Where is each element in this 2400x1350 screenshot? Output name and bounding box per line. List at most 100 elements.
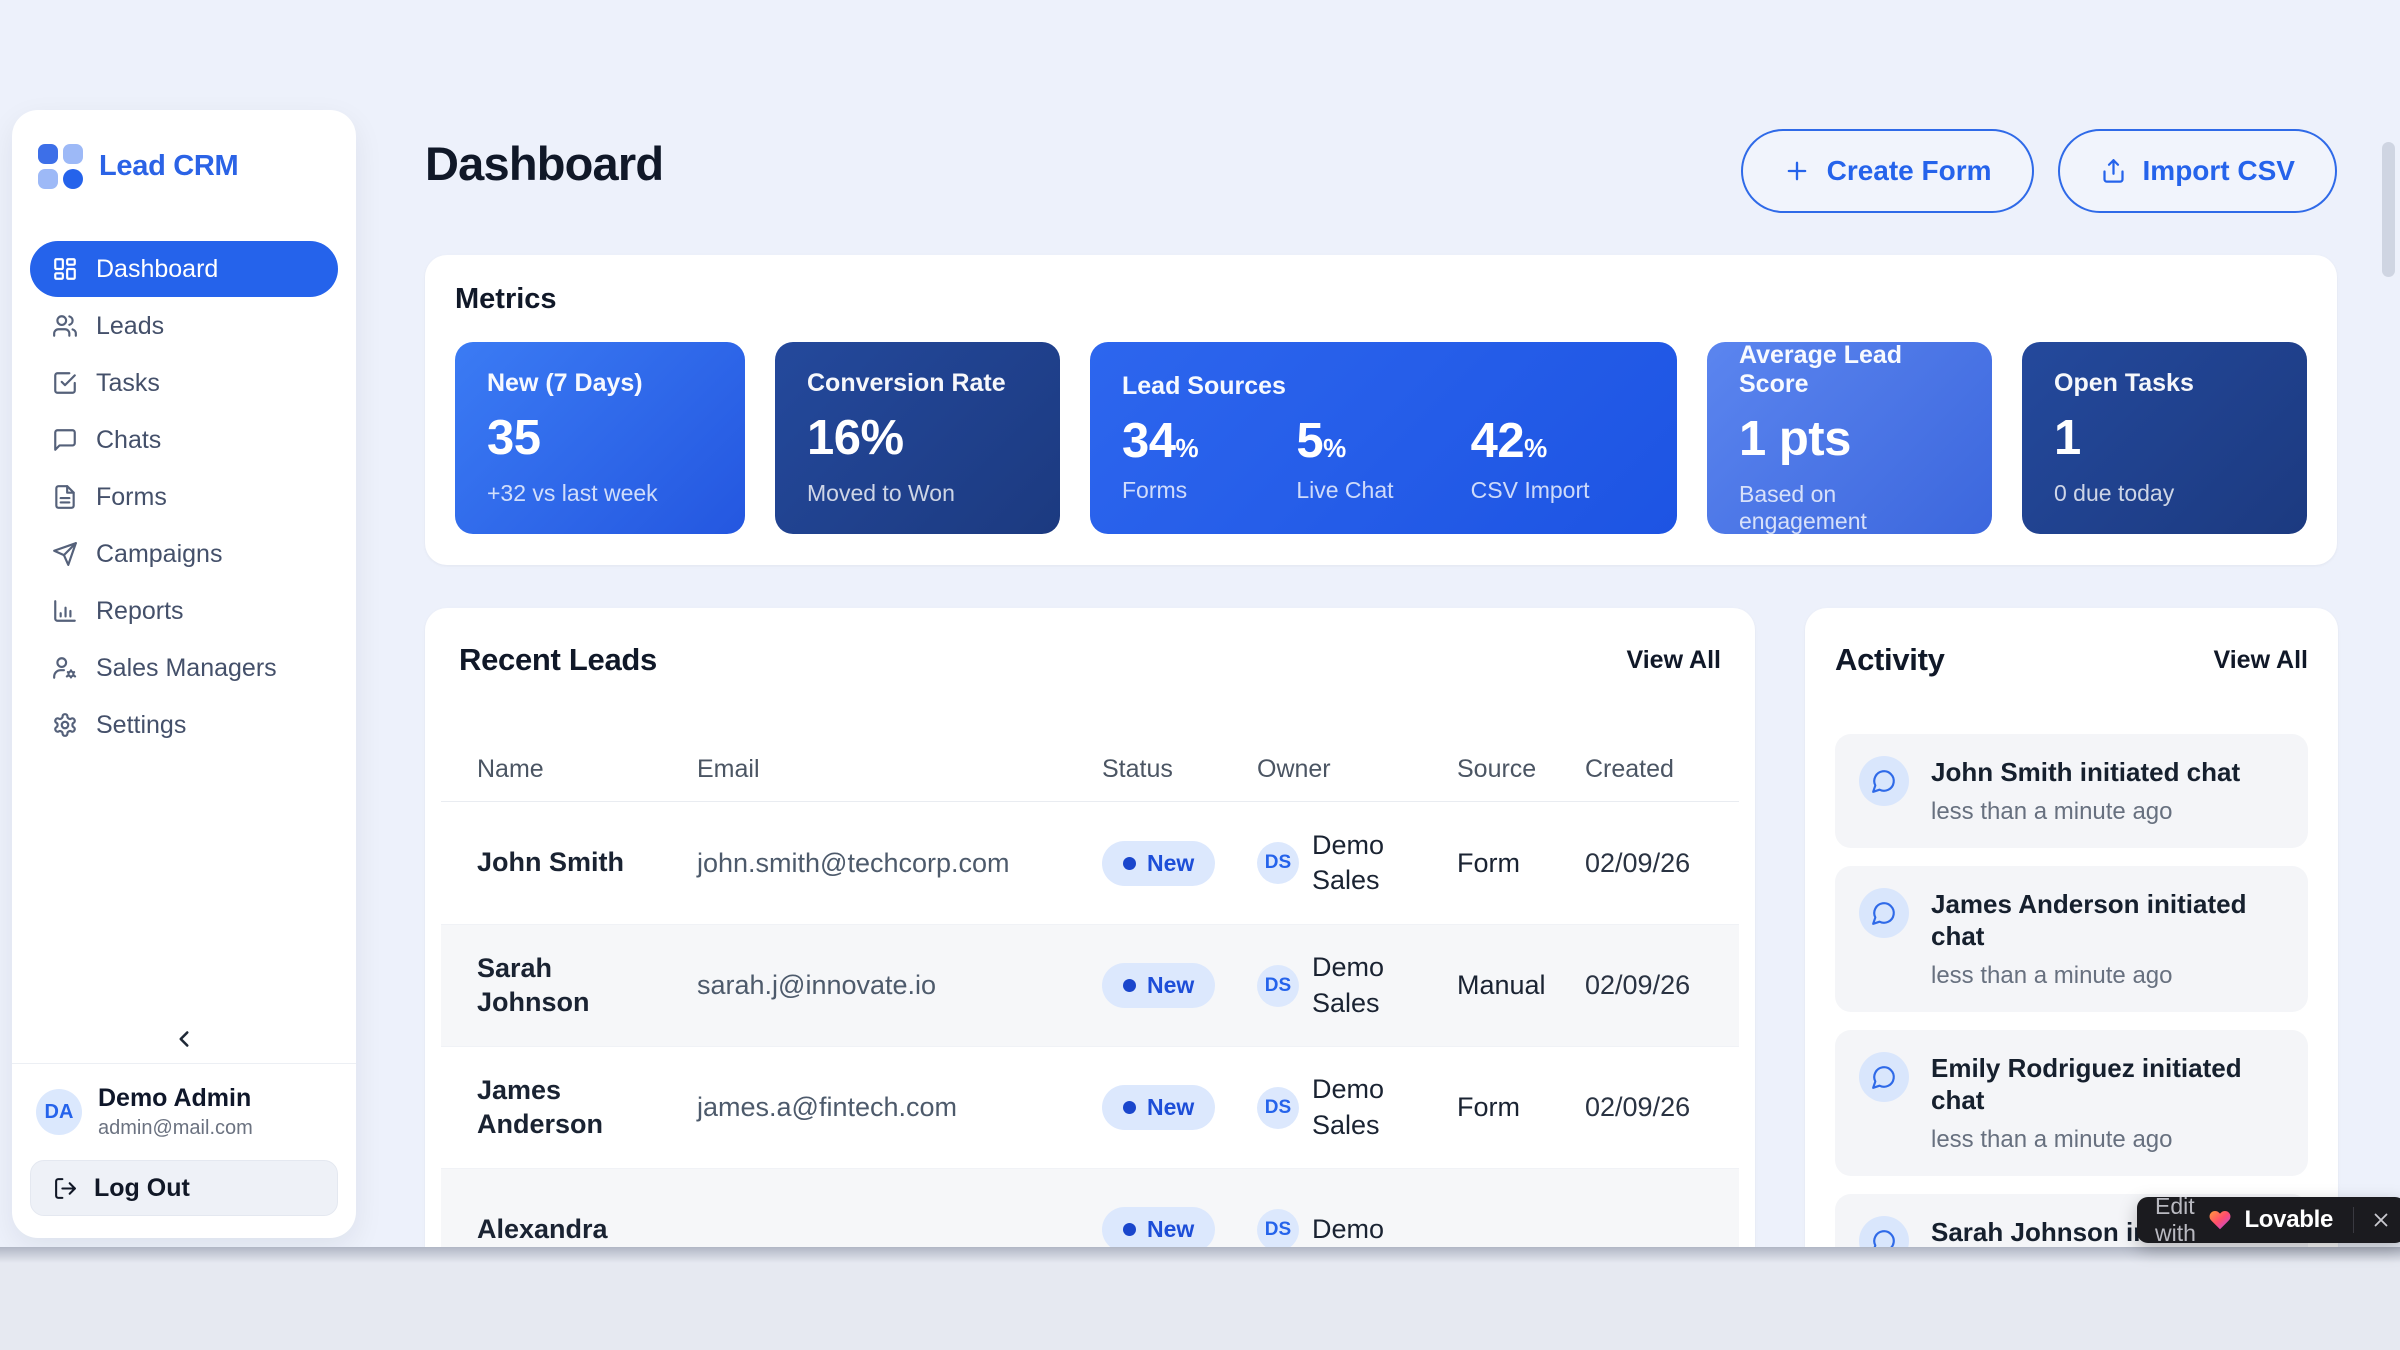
- owner-avatar: DS: [1257, 1208, 1299, 1247]
- metric-title: Open Tasks: [2054, 369, 2194, 397]
- metric-value: 1 pts: [1739, 412, 1851, 466]
- sidebar-item-reports[interactable]: Reports: [30, 583, 338, 639]
- logout-label: Log Out: [94, 1173, 190, 1202]
- sidebar-collapse-button[interactable]: [12, 1015, 356, 1063]
- chat-bubble-icon: [1859, 1215, 1909, 1247]
- status-badge: New: [1102, 1207, 1216, 1247]
- user-gear-icon: [53, 657, 77, 679]
- leads-table: Name Email Status Owner Source Created J…: [441, 738, 1739, 1247]
- sidebar-item-campaigns[interactable]: Campaigns: [30, 526, 338, 582]
- sidebar-item-label: Forms: [96, 482, 167, 511]
- activity-heading: Activity: [1835, 642, 1945, 677]
- table-row[interactable]: James Anderson james.a@fintech.com New D…: [441, 1046, 1739, 1168]
- sidebar-item-label: Chats: [96, 425, 162, 454]
- gear-icon: [54, 713, 76, 737]
- owner-avatar: DS: [1257, 964, 1299, 1007]
- page-title: Dashboard: [425, 137, 664, 190]
- metric-subtitle: 0 due today: [2054, 480, 2175, 506]
- metric-title: Average Lead Score: [1739, 341, 1903, 398]
- sidebar-item-sales-managers[interactable]: Sales Managers: [30, 640, 338, 696]
- document-icon: [55, 485, 75, 509]
- chat-bubble-icon: [1859, 887, 1909, 938]
- badge-prefix: Edit with: [2155, 1193, 2196, 1246]
- status-badge: New: [1102, 1085, 1216, 1130]
- metric-value: 16%: [807, 411, 904, 465]
- status-dot-icon: [1123, 1101, 1136, 1114]
- plus-icon: [1787, 161, 1806, 181]
- brand: Lead CRM: [12, 110, 356, 227]
- lead-source-stat-forms: 34% Forms: [1122, 414, 1199, 503]
- metric-subtitle: Moved to Won: [807, 480, 955, 506]
- metric-title: Conversion Rate: [807, 369, 1006, 397]
- sidebar-item-label: Dashboard: [96, 254, 219, 283]
- user-profile[interactable]: DA Demo Admin admin@mail.com: [12, 1064, 356, 1156]
- metric-value: 35: [487, 411, 541, 465]
- brand-logo-icon: [38, 144, 83, 189]
- owner-avatar: DS: [1257, 1086, 1299, 1129]
- metric-card-conversion-rate: Conversion Rate 16% Moved to Won: [775, 342, 1060, 534]
- status-badge: New: [1102, 963, 1216, 1008]
- brand-name: Lead CRM: [99, 150, 239, 182]
- check-square-icon: [54, 372, 76, 394]
- create-form-button[interactable]: Create Form: [1740, 129, 2034, 213]
- import-csv-button[interactable]: Import CSV: [2057, 129, 2337, 213]
- scrollbar[interactable]: [2382, 142, 2395, 277]
- close-icon[interactable]: [2370, 1209, 2392, 1231]
- sidebar-divider: [12, 1063, 356, 1064]
- sidebar-nav: Dashboard Leads Tasks Chats Forms: [12, 227, 356, 754]
- sidebar-item-dashboard[interactable]: Dashboard: [30, 241, 338, 297]
- lead-source-stat-live-chat: 5% Live Chat: [1296, 414, 1394, 503]
- sidebar-item-leads[interactable]: Leads: [30, 298, 338, 354]
- sidebar-item-settings[interactable]: Settings: [30, 697, 338, 753]
- recent-leads-view-all-link[interactable]: View All: [1626, 645, 1721, 674]
- leads-table-header: Name Email Status Owner Source Created: [441, 738, 1739, 802]
- activity-view-all-link[interactable]: View All: [2213, 645, 2308, 674]
- recent-leads-heading: Recent Leads: [459, 642, 657, 677]
- activity-panel: Activity View All John Smith initiated c…: [1805, 608, 2338, 1247]
- sidebar-item-label: Reports: [96, 596, 184, 625]
- dashboard-icon: [54, 258, 76, 280]
- chat-bubble-icon: [1859, 756, 1909, 806]
- sidebar-item-chats[interactable]: Chats: [30, 412, 338, 468]
- user-name: Demo Admin: [98, 1084, 252, 1112]
- create-form-label: Create Form: [1826, 155, 1992, 186]
- heart-icon: [2209, 1210, 2231, 1230]
- table-row[interactable]: John Smith john.smith@techcorp.com New D…: [477, 829, 1691, 895]
- chevron-left-icon: [179, 1031, 189, 1047]
- status-dot-icon: [1123, 856, 1136, 870]
- sidebar-item-forms[interactable]: Forms: [30, 469, 338, 525]
- status-badge: New: [1102, 840, 1216, 886]
- upload-icon: [2102, 158, 2124, 183]
- metric-card-average-lead-score: Average Lead Score 1 pts Based on engage…: [1707, 341, 1992, 534]
- badge-brand: Lovable: [2244, 1206, 2334, 1233]
- sidebar-item-tasks[interactable]: Tasks: [30, 355, 338, 411]
- logout-icon: [55, 1177, 76, 1199]
- chat-icon: [54, 429, 76, 451]
- list-item[interactable]: James Anderson initiated chat less than …: [1835, 865, 2308, 1012]
- metric-title: New (7 Days): [487, 369, 643, 397]
- lead-source-stats: 34% Forms 5% Live Chat 42% CSV Import: [1122, 413, 1645, 504]
- table-row[interactable]: Alexandra New DS Demo: [441, 1168, 1739, 1247]
- header-actions: Create Form Import CSV: [1740, 129, 2337, 213]
- list-item[interactable]: John Smith initiated chat less than a mi…: [1835, 734, 2308, 848]
- sidebar-item-label: Campaigns: [96, 539, 223, 568]
- logout-button[interactable]: Log Out: [30, 1160, 338, 1216]
- metric-card-lead-sources: Lead Sources 34% Forms 5% Live Chat 42%: [1090, 342, 1677, 534]
- table-row[interactable]: Sarah Johnson sarah.j@innovate.io New DS…: [441, 924, 1739, 1046]
- users-icon: [53, 315, 77, 337]
- metric-value: 1: [2054, 411, 2081, 465]
- sidebar: Lead CRM Dashboard Leads Tasks Chats: [12, 110, 356, 1238]
- bar-chart-icon: [54, 600, 76, 622]
- status-dot-icon: [1123, 1223, 1136, 1236]
- list-item[interactable]: Emily Rodriguez initiated chat less than…: [1835, 1029, 2308, 1176]
- metric-card-new-7-days: New (7 Days) 35 +32 vs last week: [455, 342, 745, 534]
- owner-avatar: DS: [1257, 842, 1299, 884]
- app-window: Lead CRM Dashboard Leads Tasks Chats: [12, 110, 2395, 1247]
- metrics-panel: Metrics New (7 Days) 35 +32 vs last week…: [425, 255, 2337, 565]
- activity-list: John Smith initiated chat less than a mi…: [1835, 734, 2308, 1247]
- sidebar-item-label: Settings: [96, 710, 187, 739]
- lead-source-stat-csv-import: 42% CSV Import: [1470, 414, 1590, 503]
- user-avatar: DA: [36, 1089, 82, 1135]
- lovable-badge[interactable]: Edit with Lovable: [2137, 1193, 2400, 1246]
